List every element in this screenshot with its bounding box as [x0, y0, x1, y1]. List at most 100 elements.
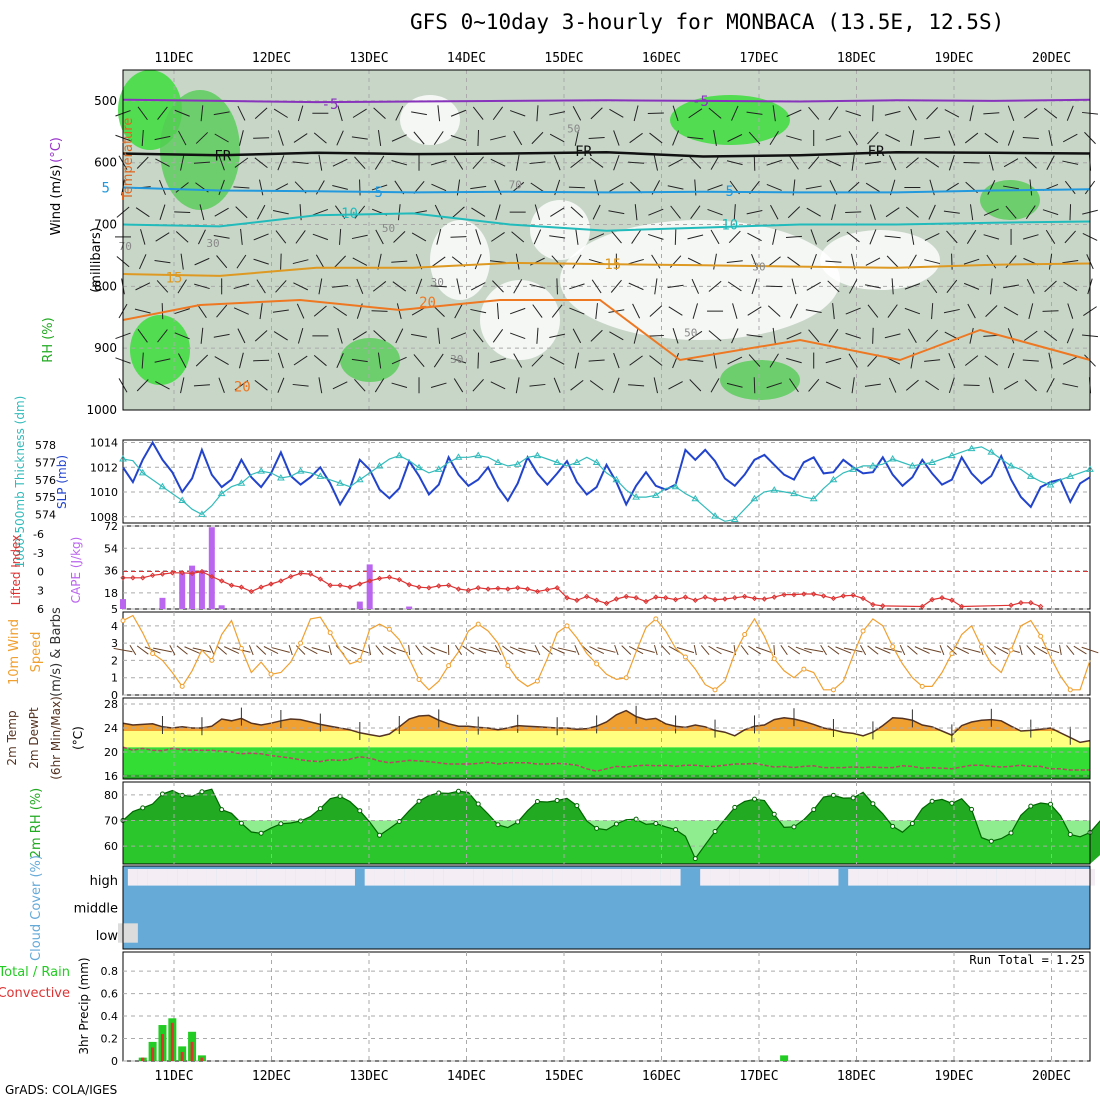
wind-barb — [928, 204, 936, 220]
wind-barb — [1024, 108, 1038, 119]
wind-barb — [334, 205, 346, 219]
wind-barb — [1043, 330, 1058, 342]
wind-barb — [492, 106, 504, 121]
ylabel-temp-d: (°C) — [71, 726, 85, 750]
cloud-level-label: high — [90, 874, 118, 889]
wind-barb — [924, 259, 941, 265]
wind-barb — [846, 231, 860, 243]
wind-barb — [511, 231, 525, 243]
cloud-high-gap — [611, 869, 622, 886]
wind-barb — [436, 229, 442, 245]
wind-barb — [610, 230, 622, 244]
wind-barb — [808, 156, 820, 170]
wind-barb — [951, 253, 953, 270]
wind-barb — [354, 156, 366, 170]
wind-barb — [431, 183, 447, 192]
wind-barb — [456, 278, 461, 295]
cloud-high-gap — [779, 869, 790, 886]
rh-point — [1067, 832, 1073, 838]
wind-barb — [1028, 303, 1034, 319]
wind-barb — [770, 204, 779, 220]
thickness-point — [829, 475, 838, 483]
cloud-low-gap — [127, 923, 138, 943]
wind-barb — [867, 304, 879, 318]
wind-barb — [845, 332, 861, 339]
wind-barb — [710, 229, 720, 245]
cloud-high-gap — [650, 869, 661, 886]
lifted-index-point — [376, 575, 383, 582]
wind-barb — [454, 303, 463, 319]
wind-barb-10m — [557, 647, 577, 653]
wind-barb — [726, 260, 743, 263]
wind-barb — [708, 280, 722, 292]
li-tick-label: 3 — [37, 584, 44, 597]
cloud-high-gap — [996, 869, 1007, 886]
wind-barb — [633, 105, 639, 122]
wind-speed-point — [150, 651, 156, 656]
wind-barb — [924, 136, 941, 140]
wind-barb — [193, 161, 210, 164]
contour-label: 30 — [206, 237, 219, 250]
wind-barb — [218, 179, 225, 196]
wind-tick-label: 1 — [111, 672, 118, 685]
lifted-index-point — [949, 597, 955, 603]
wind-barb — [293, 282, 309, 291]
wind-barb — [336, 353, 344, 369]
wind-barb — [924, 359, 941, 362]
wind-barb — [772, 228, 777, 245]
lifted-index-point — [653, 594, 659, 600]
wind-barb — [925, 380, 940, 391]
wind-barb-10m — [883, 647, 902, 653]
wind-speed-point — [623, 675, 629, 681]
cloud-high-gap — [710, 869, 721, 886]
wind-barb — [746, 111, 763, 115]
cloud-high-gap — [571, 869, 582, 886]
panel-frame — [122, 439, 1091, 524]
wind-barb — [437, 105, 441, 122]
wind-barb — [633, 327, 639, 344]
wind-barb — [969, 105, 974, 122]
ylabel-thickness: 1000-500mb Thickness (dm) — [13, 396, 27, 569]
wind-barb — [948, 154, 955, 171]
wind-barb — [575, 228, 579, 245]
wind-barb — [766, 382, 783, 389]
lifted-index-point — [919, 603, 925, 610]
wind-barb — [588, 136, 605, 140]
wind-barb — [668, 306, 683, 316]
cloud-high-gap — [315, 869, 326, 886]
wind-barb — [986, 254, 997, 269]
rh-point — [752, 796, 758, 802]
wind-barb — [218, 377, 225, 393]
isotherm-line — [122, 98, 1091, 104]
thickness-point — [395, 451, 404, 459]
cloud-high-gap — [305, 869, 316, 886]
wind-barb — [377, 352, 382, 369]
wind-barb — [297, 327, 304, 344]
wind-barb — [134, 308, 151, 314]
wind-barb — [789, 155, 799, 170]
cloud-high-gap — [1065, 869, 1076, 886]
wind-barb — [924, 232, 940, 241]
lifted-index-point — [593, 597, 600, 603]
lifted-index-point — [248, 588, 254, 595]
wind-barb-10m — [860, 644, 867, 656]
wind-barb — [253, 258, 269, 265]
lifted-index-point — [455, 586, 462, 592]
contour-label: 50 — [684, 326, 697, 339]
wind-barb — [613, 130, 620, 146]
wind-barb — [591, 279, 602, 294]
wind-speed-point — [1038, 633, 1044, 639]
wind-barb — [178, 130, 187, 146]
cape-tick-label: 72 — [104, 520, 118, 533]
wind-barb — [510, 307, 526, 315]
wind-barb — [825, 135, 842, 141]
wind-barb-10m — [129, 644, 137, 656]
wind-barb — [490, 381, 506, 390]
rh-point — [594, 825, 600, 831]
cloud-high-gap — [522, 869, 533, 886]
cloud-high-gap — [986, 869, 997, 886]
cloud-high-gap — [216, 869, 227, 886]
wind-barb — [589, 233, 605, 241]
wind-barb-10m — [216, 645, 228, 655]
